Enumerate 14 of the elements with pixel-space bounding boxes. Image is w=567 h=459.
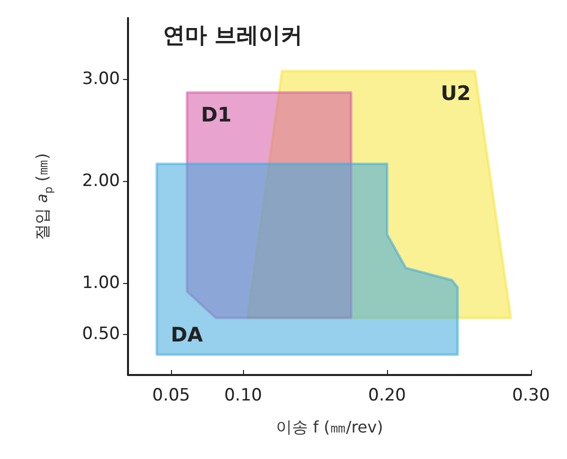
- series-label: DA: [170, 322, 204, 347]
- x-tick-label: 0.30: [512, 386, 550, 406]
- x-tick-label: 0.10: [224, 386, 262, 406]
- chart-title: 연마 브레이커: [163, 24, 303, 48]
- x-tick-label: 0.20: [368, 386, 406, 406]
- y-axis-title: 절입 ap (㎜): [32, 153, 55, 240]
- series-label: D1: [201, 102, 232, 126]
- x-tick-label: 0.05: [152, 386, 190, 406]
- y-tick-label: 2.00: [82, 171, 120, 192]
- y-tick-label: 1.00: [82, 273, 120, 294]
- y-tick-label: 0.50: [82, 324, 120, 344]
- x-axis-title: 이송 f (㎜/rev): [276, 418, 384, 436]
- series-label: U2: [440, 81, 471, 106]
- y-tick-label: 3.00: [82, 69, 120, 90]
